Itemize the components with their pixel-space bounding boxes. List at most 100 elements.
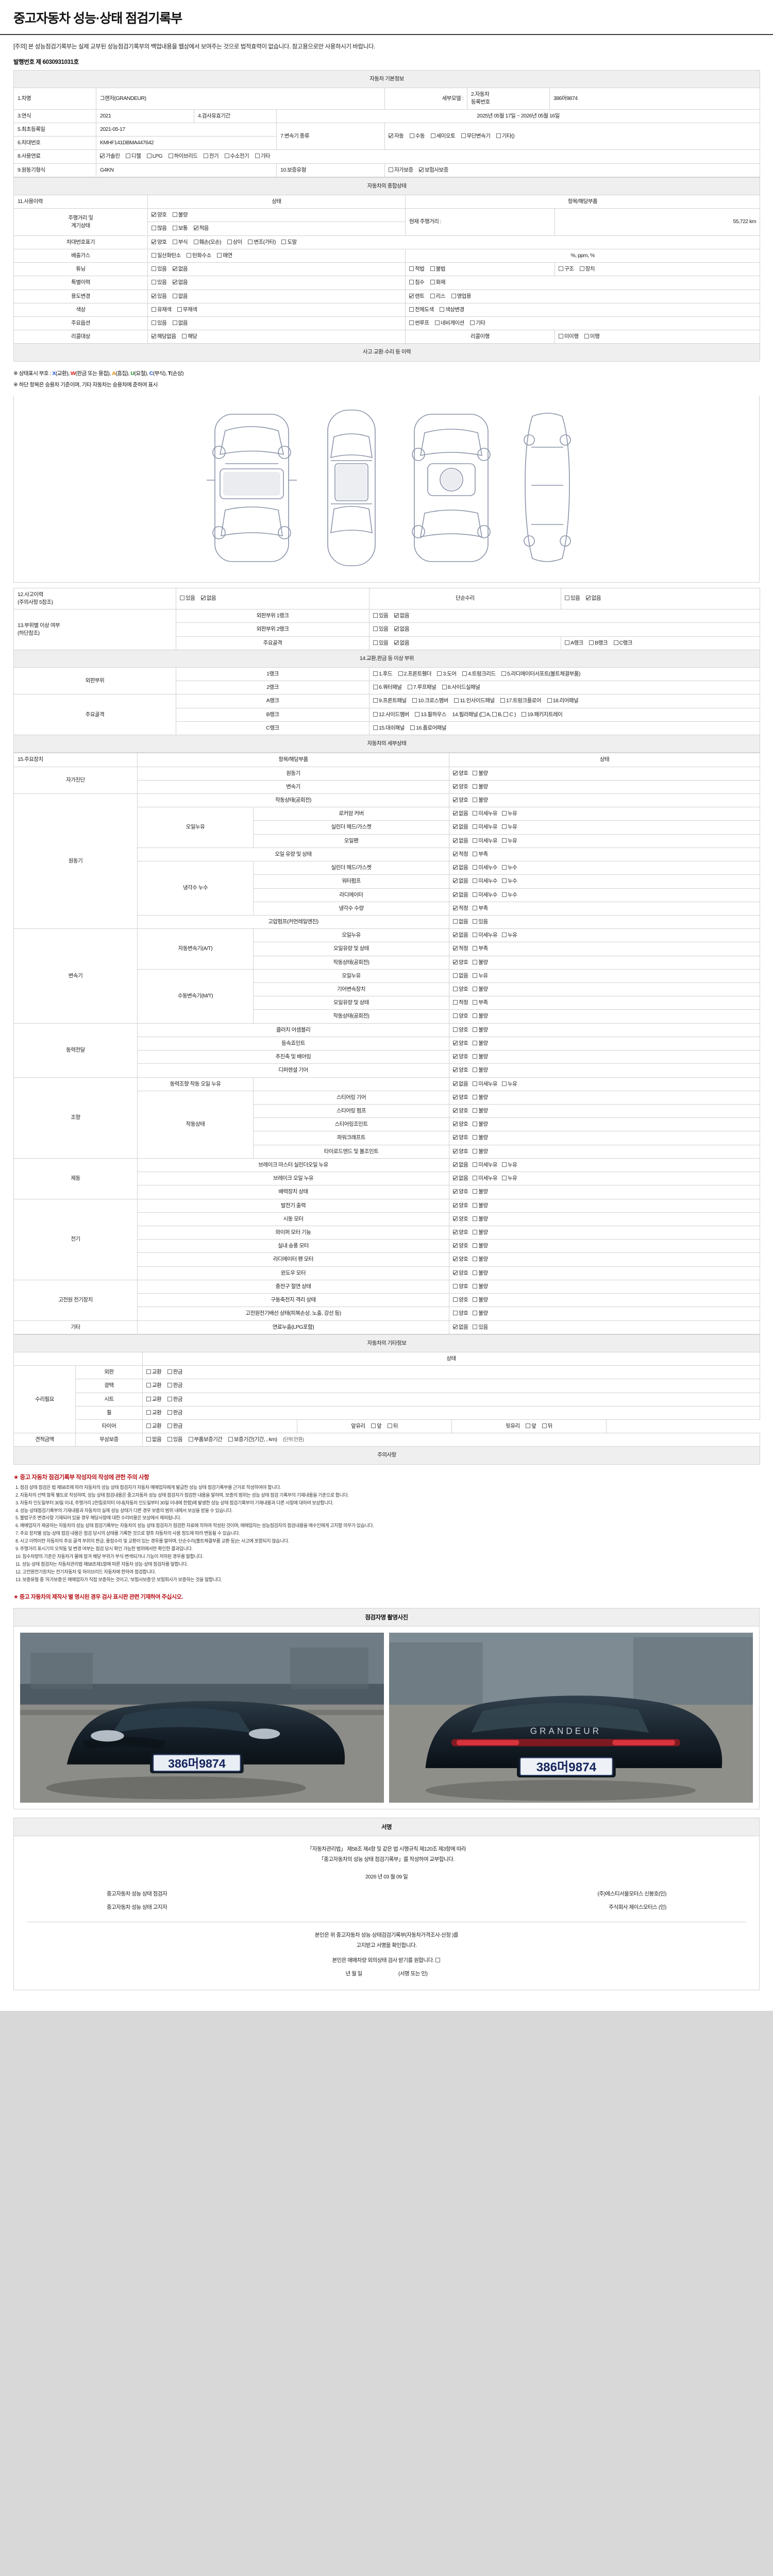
detail-option[interactable]: 양호 bbox=[453, 1148, 468, 1156]
checkbox[interactable] bbox=[430, 133, 435, 138]
checkbox[interactable] bbox=[501, 811, 507, 816]
part-options[interactable]: 교환 판금 bbox=[142, 1405, 761, 1420]
checkbox-checked[interactable] bbox=[453, 1148, 458, 1154]
detail-state-cell[interactable]: 없음 누유 bbox=[449, 969, 761, 984]
detail-state-cell[interactable]: 양호 불량 bbox=[449, 779, 761, 794]
photo-front[interactable]: 386머9874 bbox=[20, 1632, 384, 1803]
tuning-legality[interactable]: 적법 불법 bbox=[405, 262, 555, 277]
checkbox[interactable] bbox=[473, 1067, 478, 1073]
detail-option[interactable]: 누유 bbox=[501, 1080, 517, 1088]
detail-option[interactable]: 있음 bbox=[473, 918, 488, 926]
checkbox[interactable] bbox=[473, 905, 478, 910]
checkbox[interactable] bbox=[473, 1176, 478, 1181]
checkbox[interactable] bbox=[492, 711, 497, 717]
detail-option[interactable]: 양호 bbox=[453, 1296, 468, 1304]
checkbox[interactable] bbox=[501, 824, 507, 829]
detail-state-cell[interactable]: 양호 불량 bbox=[449, 1239, 761, 1253]
checkbox[interactable] bbox=[168, 154, 173, 159]
detail-option[interactable]: 불량 bbox=[473, 1053, 488, 1061]
checkbox-checked[interactable] bbox=[453, 1243, 458, 1248]
detail-option[interactable]: 미세누유 bbox=[473, 931, 497, 939]
checkbox[interactable] bbox=[470, 320, 475, 325]
detail-option[interactable]: 없음 bbox=[453, 877, 468, 885]
checkbox[interactable] bbox=[579, 266, 584, 272]
checkbox[interactable] bbox=[473, 797, 478, 802]
checkbox[interactable] bbox=[501, 838, 507, 843]
frame-rankA-items[interactable]: 9.프론트패널 10.크로스멤버 11.인사이드패널 17.트렁크플로어 18.… bbox=[369, 694, 760, 708]
checkbox-checked[interactable] bbox=[453, 784, 458, 789]
detail-state-cell[interactable]: 양호 불량 bbox=[449, 1090, 761, 1105]
detail-option[interactable]: 양호 bbox=[453, 1188, 468, 1196]
vin-mark-options[interactable]: 양호 부식 훼손(오손) 상이 변조(가타) 도말 bbox=[147, 235, 761, 249]
checkbox[interactable] bbox=[146, 1369, 151, 1375]
detail-state-cell[interactable]: 없음 미세누유 누유 bbox=[449, 834, 761, 848]
detail-option[interactable]: 양호 bbox=[453, 1107, 468, 1115]
detail-state-cell[interactable]: 없음 있음 bbox=[449, 914, 761, 929]
detail-option[interactable]: 양호 bbox=[453, 1202, 468, 1210]
checkbox[interactable] bbox=[398, 671, 403, 676]
detail-option[interactable]: 부족 bbox=[473, 999, 488, 1007]
detail-option[interactable]: 부족 bbox=[473, 905, 488, 912]
checkbox-checked[interactable] bbox=[453, 1216, 458, 1221]
front-glass-options[interactable]: 앞유리 앞 뒤 bbox=[297, 1419, 452, 1434]
checkbox[interactable] bbox=[565, 640, 569, 645]
detail-option[interactable]: 불량 bbox=[473, 959, 488, 967]
detail-option[interactable]: 미세누유 bbox=[473, 823, 497, 831]
checkbox[interactable] bbox=[407, 685, 412, 690]
checkbox-checked[interactable] bbox=[453, 892, 458, 897]
detail-option[interactable]: 양호 bbox=[453, 1066, 468, 1074]
tuning-type[interactable]: 구조 장치 bbox=[554, 262, 761, 277]
part-options[interactable]: 교환 판금 bbox=[142, 1379, 761, 1393]
detail-option[interactable]: 불량 bbox=[473, 1269, 488, 1277]
detail-option[interactable]: 양호 bbox=[453, 1215, 468, 1223]
checkbox[interactable] bbox=[430, 280, 435, 285]
detail-state-cell[interactable]: 양호 불량 bbox=[449, 1050, 761, 1064]
outer-rank2-items[interactable]: 6.쿼터패널 7.루프패널 8.사이드실패널 bbox=[369, 681, 760, 695]
detail-option[interactable]: 불량 bbox=[473, 1040, 488, 1047]
checkbox[interactable] bbox=[146, 154, 152, 159]
checkbox-checked[interactable] bbox=[389, 133, 393, 138]
checkbox[interactable] bbox=[473, 1013, 478, 1019]
detail-state-cell[interactable]: 적정 부족 bbox=[449, 901, 761, 916]
checkbox[interactable] bbox=[473, 1108, 478, 1113]
detail-option[interactable]: 양호 bbox=[453, 1012, 468, 1020]
checkbox[interactable] bbox=[613, 640, 618, 645]
checkbox[interactable] bbox=[146, 1437, 151, 1442]
detail-option[interactable]: 불량 bbox=[473, 1310, 488, 1317]
detail-option[interactable]: 누유 bbox=[501, 1161, 517, 1169]
rank-options[interactable]: 있음 없음 bbox=[369, 636, 561, 650]
checkbox[interactable] bbox=[473, 1040, 478, 1045]
checkbox[interactable] bbox=[565, 596, 569, 601]
detail-option[interactable]: 양호 bbox=[453, 1040, 468, 1047]
checkbox[interactable] bbox=[461, 133, 466, 138]
detail-option[interactable]: 불량 bbox=[473, 1121, 488, 1128]
checkbox[interactable] bbox=[152, 266, 156, 272]
detail-option[interactable]: 미세누수 bbox=[473, 891, 497, 899]
checkbox[interactable] bbox=[584, 334, 589, 339]
checkbox[interactable] bbox=[255, 154, 260, 159]
detail-state-cell[interactable]: 없음 미세누유 누유 bbox=[449, 807, 761, 821]
checkbox-checked[interactable] bbox=[453, 1324, 458, 1329]
fuel-options[interactable]: 가솔린 디젤 LPG 하이브리드 전기 수소전기 기타 bbox=[95, 149, 761, 164]
detail-option[interactable]: 양호 bbox=[453, 783, 468, 791]
detail-state-cell[interactable]: 양호 불량 bbox=[449, 1185, 761, 1199]
checkbox[interactable] bbox=[437, 671, 442, 676]
checkbox[interactable] bbox=[473, 1081, 478, 1086]
checkbox-checked[interactable] bbox=[453, 1094, 458, 1099]
checkbox-checked[interactable] bbox=[453, 1270, 458, 1275]
checkbox[interactable] bbox=[501, 865, 507, 870]
detail-option[interactable]: 양호 bbox=[453, 1242, 468, 1250]
checkbox[interactable] bbox=[172, 293, 177, 298]
detail-option[interactable]: 양호 bbox=[453, 1121, 468, 1128]
detail-option[interactable]: 누유 bbox=[473, 972, 488, 980]
checkbox[interactable] bbox=[371, 1423, 376, 1429]
rank-options[interactable]: 있음 없음 bbox=[369, 609, 760, 623]
checkbox[interactable] bbox=[453, 1297, 458, 1302]
detail-state-cell[interactable]: 양호 불량 bbox=[449, 1198, 761, 1213]
checkbox[interactable] bbox=[500, 698, 506, 703]
checkbox[interactable] bbox=[409, 307, 414, 312]
detail-option[interactable]: 미세누유 bbox=[473, 837, 497, 845]
checkbox[interactable] bbox=[473, 878, 478, 884]
checkbox[interactable] bbox=[473, 892, 478, 897]
checkbox[interactable] bbox=[473, 1202, 478, 1208]
